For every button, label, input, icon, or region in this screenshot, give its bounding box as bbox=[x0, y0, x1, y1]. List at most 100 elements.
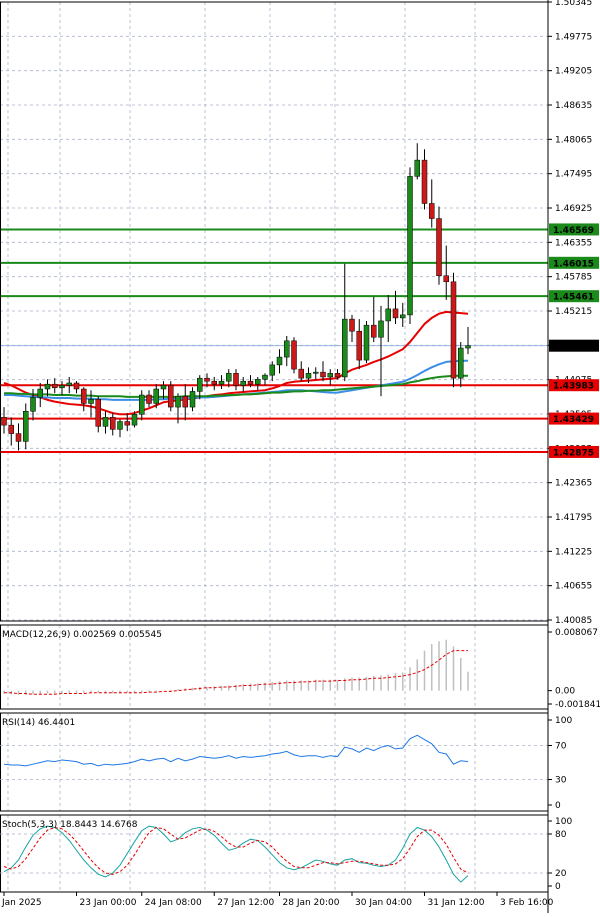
rsi-line bbox=[3, 734, 469, 767]
candle-body bbox=[465, 345, 471, 349]
y-tick-label: 1.40085 bbox=[555, 616, 592, 626]
candle-body bbox=[218, 380, 225, 385]
candle-body bbox=[226, 373, 232, 382]
candle-body bbox=[429, 203, 435, 219]
candle-body bbox=[110, 417, 116, 430]
candle-body bbox=[392, 308, 399, 319]
stoch-y-tick-label: 80 bbox=[555, 830, 567, 840]
y-tick-label: 1.41795 bbox=[555, 513, 592, 523]
candle-body bbox=[59, 385, 65, 389]
candle-body bbox=[450, 281, 457, 379]
candle-body bbox=[407, 176, 413, 316]
macd-y-tick-label: 0.008067 bbox=[555, 628, 598, 638]
price-level-label: 1.43429 bbox=[553, 415, 594, 425]
rsi-y-tick-label: 0 bbox=[555, 801, 561, 811]
rsi-y-tick-label: 100 bbox=[555, 716, 572, 726]
candle-body bbox=[276, 356, 283, 366]
price-level-label: 1.46015 bbox=[553, 259, 594, 269]
y-tick-label: 1.40655 bbox=[555, 582, 592, 592]
current-price-tag bbox=[549, 339, 599, 352]
candle-body bbox=[117, 421, 123, 430]
candle-body bbox=[88, 398, 94, 404]
candle-body bbox=[182, 395, 188, 408]
y-tick-label: 1.45215 bbox=[555, 307, 592, 317]
candle-body bbox=[211, 380, 217, 385]
x-tick-label: 24 Jan 08:00 bbox=[145, 898, 202, 908]
price-level-tag bbox=[549, 290, 599, 303]
price-level-tag bbox=[549, 223, 599, 236]
candle-body bbox=[378, 320, 384, 338]
candle-body bbox=[95, 398, 101, 427]
macd-label: MACD(12,26,9) 0.002569 0.005545 bbox=[2, 630, 162, 640]
pane-frame-main bbox=[0, 1, 549, 622]
candle-body bbox=[313, 371, 319, 374]
candle-body bbox=[168, 385, 174, 408]
candle-body bbox=[247, 380, 254, 385]
y-tick-label: 1.47495 bbox=[555, 170, 592, 180]
candle-body bbox=[139, 394, 145, 415]
candle-body bbox=[8, 424, 14, 434]
candle-body bbox=[414, 159, 420, 177]
candle-body bbox=[37, 388, 43, 398]
candle-body bbox=[153, 388, 159, 404]
candle-body bbox=[255, 379, 261, 385]
price-level-label: 1.43983 bbox=[553, 382, 594, 392]
candle-body bbox=[269, 364, 275, 376]
rsi-label: RSI(14) 46.4401 bbox=[2, 718, 75, 728]
price-level-label: 1.42875 bbox=[553, 448, 594, 458]
candle-body bbox=[81, 388, 87, 404]
candle-body bbox=[305, 373, 312, 379]
y-tick-label: 1.45785 bbox=[555, 273, 592, 283]
candle-body bbox=[443, 275, 449, 283]
x-tick-label: 30 Jan 04:00 bbox=[355, 898, 412, 908]
price-level-tag bbox=[549, 445, 599, 458]
candle-body bbox=[15, 433, 22, 442]
y-tick-label: 1.42365 bbox=[555, 479, 592, 489]
candle-body bbox=[385, 308, 391, 322]
pane-frame-rsi bbox=[0, 712, 549, 812]
x-tick-label: 28 Jan 20:00 bbox=[283, 898, 340, 908]
candle-body bbox=[160, 385, 167, 390]
stoch-line bbox=[3, 825, 469, 883]
y-tick-label: 1.46925 bbox=[555, 204, 592, 214]
candle-body bbox=[240, 380, 246, 386]
candle-body bbox=[262, 374, 268, 380]
x-tick-label: 27 Jan 12:00 bbox=[217, 898, 274, 908]
candle-body bbox=[320, 371, 326, 378]
price-level-label: 1.45461 bbox=[553, 293, 594, 303]
stoch-y-tick-label: 20 bbox=[555, 869, 567, 879]
candle-body bbox=[197, 377, 203, 392]
macd-y-tick-label: 0.00 bbox=[555, 687, 575, 697]
candle-body bbox=[334, 373, 341, 378]
candle-body bbox=[233, 373, 239, 386]
x-tick-label: Jan 2025 bbox=[1, 898, 42, 908]
candle-body bbox=[349, 318, 355, 332]
candle-body bbox=[1, 417, 7, 426]
price-level-tag bbox=[549, 412, 599, 425]
candle-body bbox=[66, 382, 72, 386]
price-level-tag bbox=[549, 256, 599, 269]
candle-body bbox=[44, 383, 51, 390]
candle-body bbox=[342, 318, 348, 378]
candle-body bbox=[363, 324, 370, 361]
macd-y-tick-label: -0.001841 bbox=[555, 700, 600, 710]
y-tick-label: 1.48635 bbox=[555, 101, 592, 111]
candle-body bbox=[175, 395, 181, 408]
candle-body bbox=[204, 377, 210, 382]
candle-body bbox=[298, 368, 304, 379]
candle-body bbox=[436, 218, 442, 277]
y-tick-label: 1.41225 bbox=[555, 547, 592, 557]
y-tick-label: 1.49205 bbox=[555, 67, 592, 77]
y-tick-label: 1.49775 bbox=[555, 32, 592, 42]
price-level-tag bbox=[549, 379, 599, 392]
macd-signal-line bbox=[4, 650, 468, 695]
stoch-y-tick-label: 100 bbox=[555, 817, 572, 827]
candle-body bbox=[52, 383, 58, 389]
candle-body bbox=[131, 414, 138, 426]
candle-body bbox=[146, 394, 152, 404]
candle-body bbox=[291, 340, 297, 370]
rsi-y-tick-label: 30 bbox=[555, 776, 567, 786]
candle-body bbox=[189, 391, 196, 408]
